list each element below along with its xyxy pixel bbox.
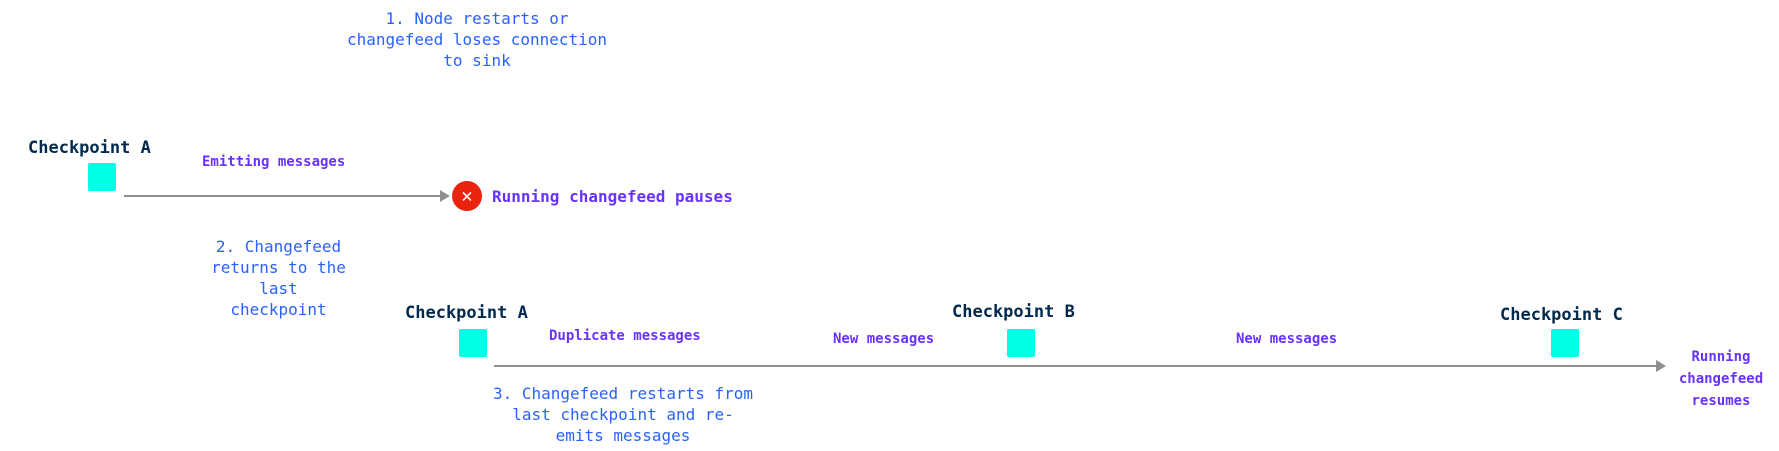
new-messages-label-1: New messages [833,331,935,347]
emitting-messages-label: Emitting messages [202,154,346,170]
checkpoint-c-label: Checkpoint C [1500,305,1623,325]
running-changefeed-resumes-label: Running changefeed resumes [1678,349,1764,409]
step3-annotation: 3. Changefeed restarts from last checkpo… [492,384,754,445]
checkpoint-a-label-top: Checkpoint A [28,138,151,158]
checkpoint-b-marker [1007,329,1035,357]
x-circle-icon: ✕ [452,181,482,211]
checkpoint-a-marker-bottom [459,329,487,357]
resume-timeline-arrow [494,360,1666,372]
new-messages-label-2: New messages [1236,331,1338,347]
step1-annotation: 1. Node restarts or changefeed loses con… [346,9,608,70]
arrow-line [124,195,442,197]
pause-arrow [124,190,450,202]
checkpoint-c-marker [1551,329,1579,357]
checkpoint-a-marker-top [88,163,116,191]
arrow-head-icon [440,190,450,202]
checkpoint-b-label: Checkpoint B [952,302,1075,322]
duplicate-messages-label: Duplicate messages [549,328,701,344]
checkpoint-a-label-bottom: Checkpoint A [405,303,528,323]
step2-annotation: 2. Changefeed returns to the last checkp… [211,237,346,319]
arrow-head-icon [1656,360,1666,372]
arrow-line [494,365,1658,367]
running-changefeed-pauses-label: Running changefeed pauses [492,187,733,206]
